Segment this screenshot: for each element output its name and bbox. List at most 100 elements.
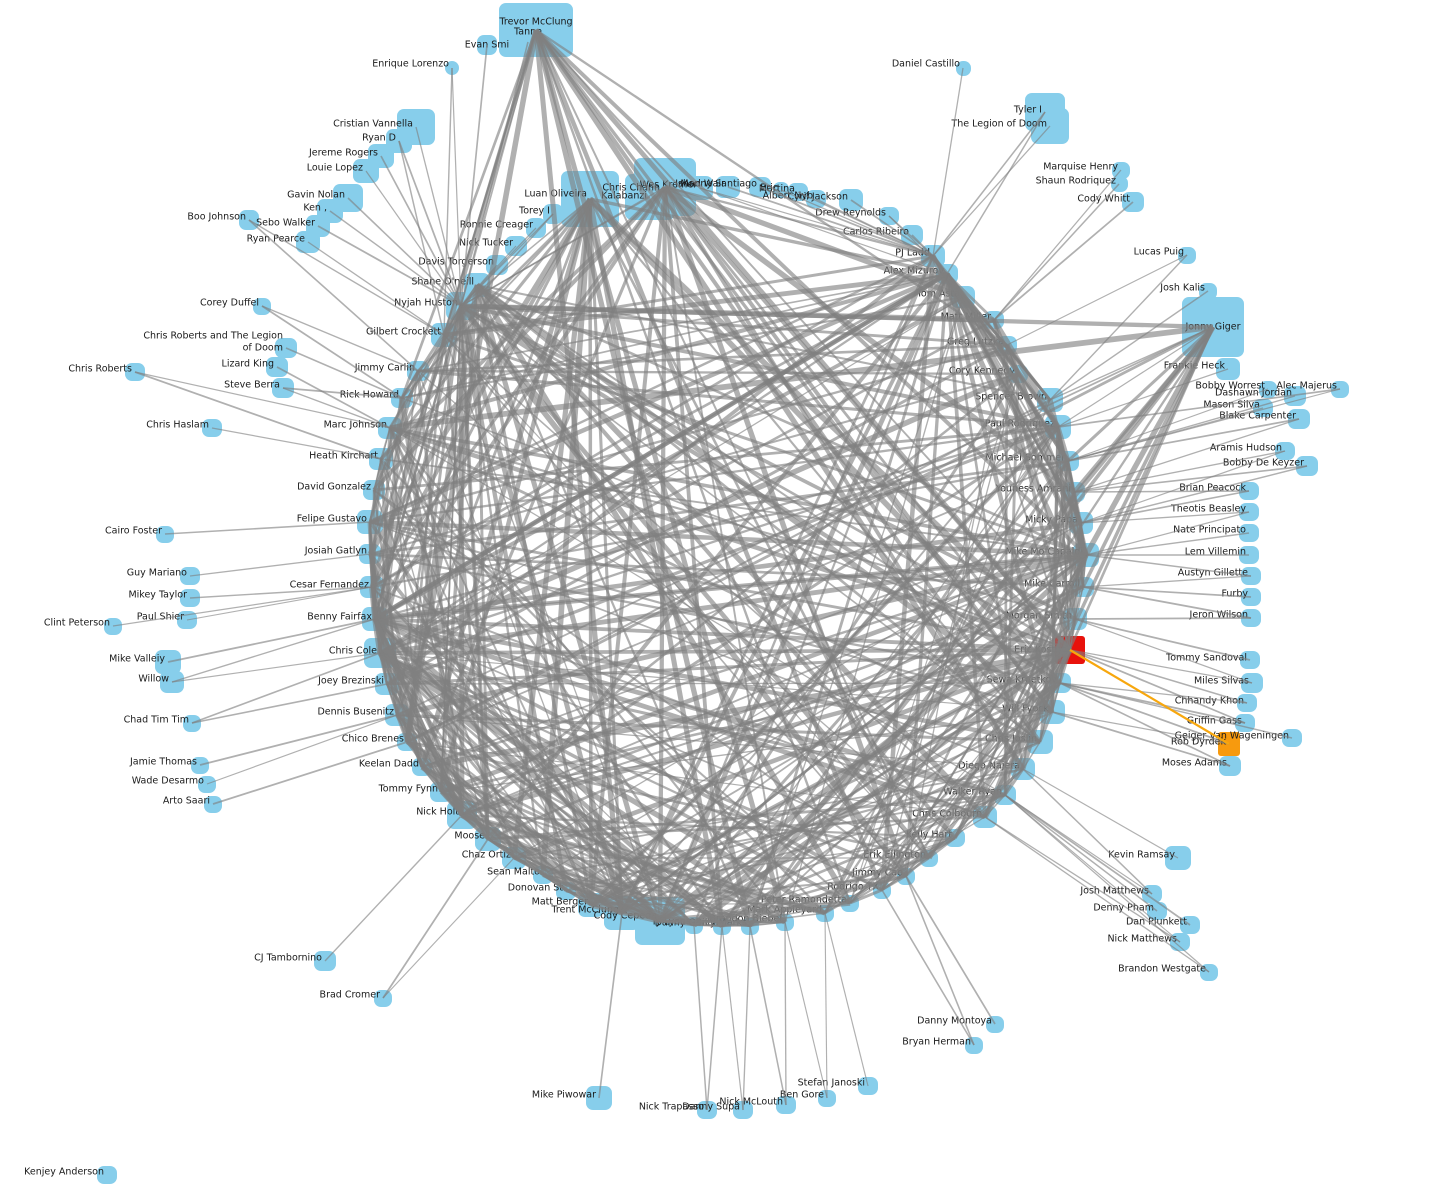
graph-edge [1083,325,1216,557]
graph-edge [451,67,462,307]
graph-edge [533,29,625,914]
graph-edge [401,273,948,399]
graph-edge [984,816,1210,973]
graph-edge [904,273,949,877]
graph-edge [1059,682,1230,745]
graph-edge [944,272,1071,463]
graph-edge [693,273,948,926]
graph-edge [389,427,592,906]
graph-edge [721,925,744,1111]
graph-edge [206,714,398,785]
graph-edge [405,740,662,923]
graph-edge [379,652,883,891]
graph-edge [587,198,725,927]
graph-edge [191,652,381,724]
graph-edge [993,201,1134,321]
graph-edge [824,682,1061,914]
graph-edge [474,283,988,819]
graph-edge [476,283,1087,557]
graph-edge [1085,554,1252,577]
graph-edge [1059,682,1246,724]
graph-edge [879,255,936,891]
graph-edge [476,283,1041,744]
graph-edge [727,186,934,257]
graph-edge [379,273,948,654]
graph-edge [248,219,445,336]
graph-edge [598,912,623,1099]
graph-edge [1004,794,1191,926]
graph-node[interactable] [1239,503,1259,521]
graph-edge [1074,617,1252,620]
graph-edge [276,366,391,429]
graph-edge [374,616,1041,745]
graph-edge [742,925,751,1111]
graph-edge [371,272,948,589]
graph-edge [1082,575,1252,588]
graph-edge [1004,794,1181,943]
graph-edge [373,198,592,620]
graph-edge [373,305,463,620]
graph-edge [1069,649,1253,684]
graph-edge [1006,254,1188,346]
graph-edge [261,305,403,399]
graph-edge [1080,450,1286,524]
graph-edge [693,924,708,1111]
graph-edge [1082,586,1252,598]
graph-edge [282,387,403,399]
graph-edge [946,273,1071,651]
graph-edge [692,553,1088,927]
graph-edge [398,140,445,336]
graph-edge [1038,711,1054,743]
graph-edge [1080,511,1250,524]
graph-edge [1073,465,1308,493]
graph-edge [378,305,463,654]
graph-edge [849,888,883,905]
graph-edge [658,681,1062,923]
graph-edge [212,741,408,805]
graph-edge [112,586,373,627]
graph-edge [932,111,1046,257]
graph-edge [372,185,667,492]
graph-edge [385,254,935,686]
graph-node[interactable] [97,1166,117,1184]
graph-edge [474,284,663,922]
graph-edge [285,347,403,399]
graph-edge [905,875,996,1025]
graph-edge [189,586,373,599]
graph-edge [1057,326,1214,428]
graph-edge [415,126,462,307]
graph-edge [1069,649,1230,745]
graph-edge [399,397,465,816]
graph-edge [371,254,934,589]
graph-edge [324,814,463,962]
graph-edge [1004,794,1153,895]
graph-edge [1004,794,1158,912]
graph-edge [748,273,949,927]
graph-edge [945,273,987,818]
graph-edge [459,305,545,876]
graph-edge [374,616,1006,798]
graph-edge [380,155,462,307]
graph-edge [374,617,1071,652]
graph-edge [186,586,373,621]
graph-edge [535,29,1076,620]
graph-edge [367,521,378,620]
graph-edge [993,169,1122,321]
graph-edge [171,618,376,683]
graph-edge [372,617,465,817]
graph-edge [911,234,934,257]
graph-edge [400,305,463,399]
graph-edge [881,875,907,891]
graph-edge [663,186,1062,684]
graph-edge [657,273,950,922]
graph-edge [1073,490,1250,493]
graph-edge [620,273,949,914]
graph-edge [1082,586,1252,619]
graph-edge [189,553,371,577]
graph-edge [440,552,1087,795]
graph-edge [458,305,491,840]
graph-edge [373,271,949,622]
graph-edge [398,140,462,307]
graph-edge [983,326,1215,818]
